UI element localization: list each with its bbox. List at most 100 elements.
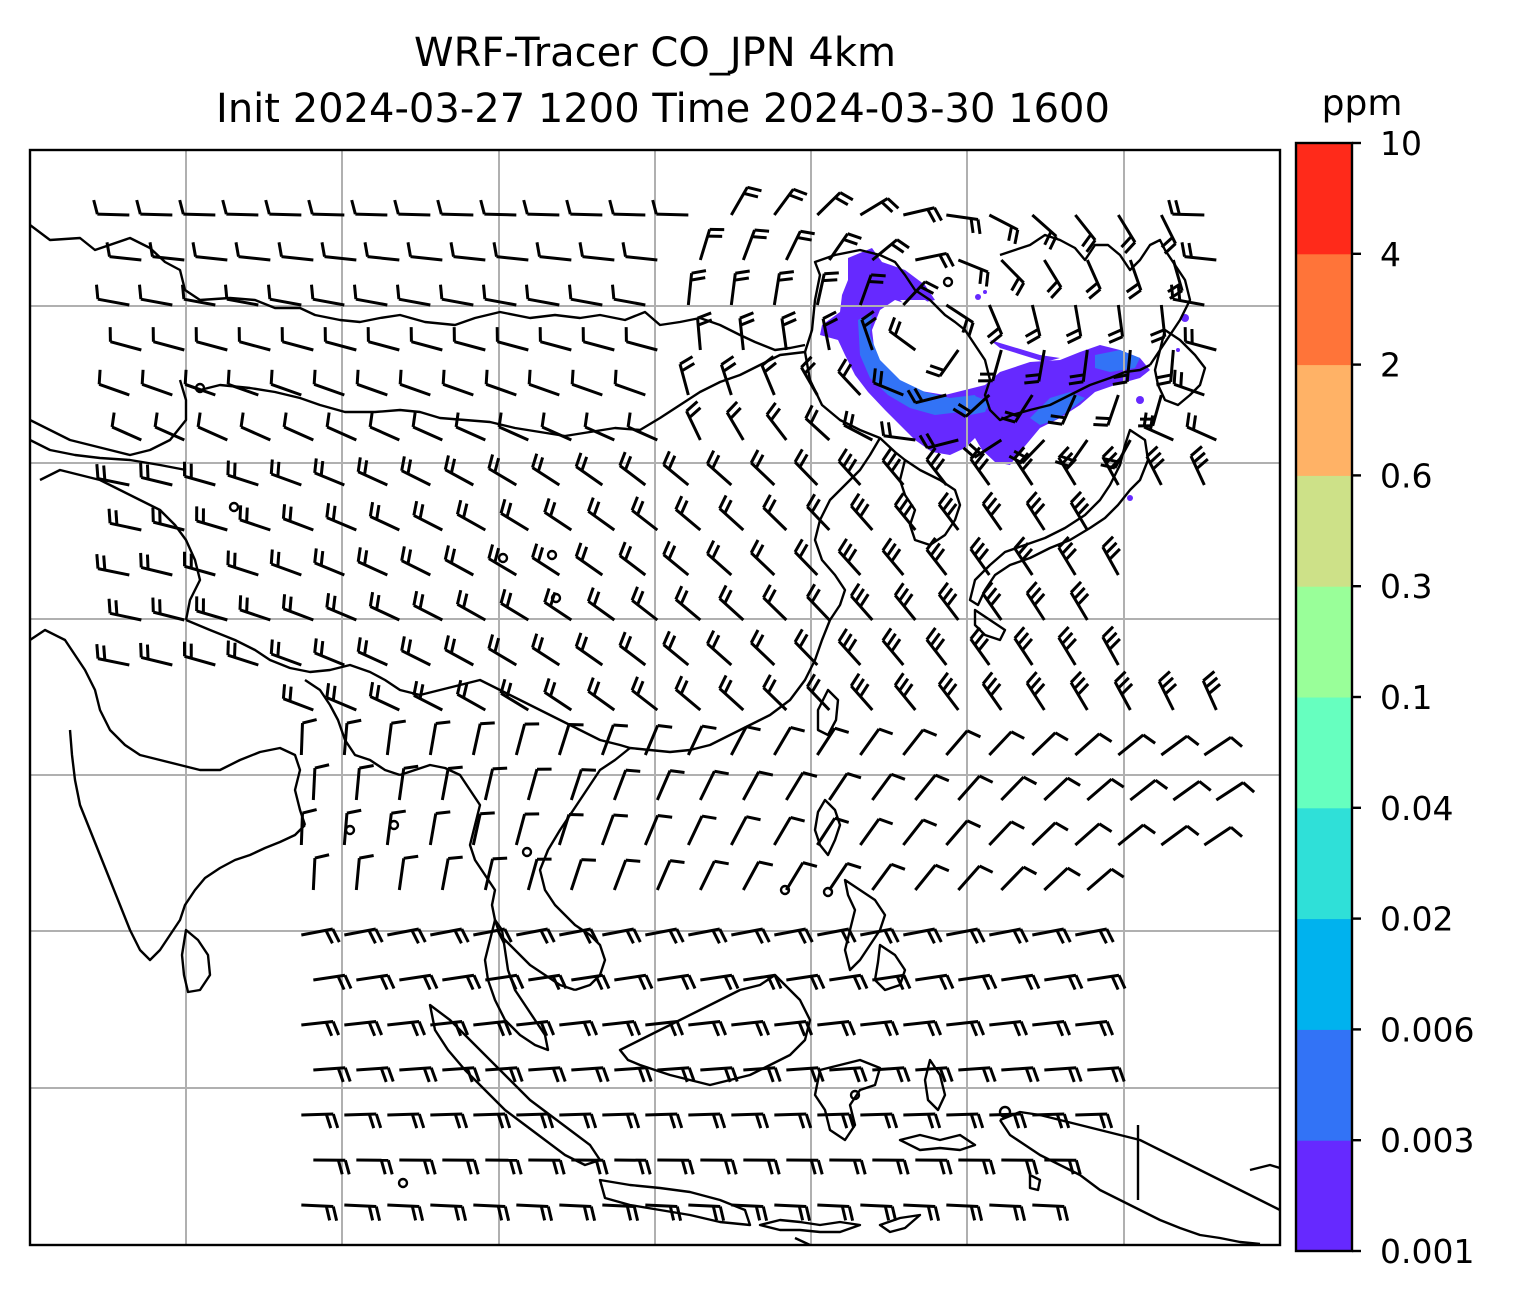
wind-barb	[630, 496, 659, 532]
wind-barb	[903, 927, 943, 945]
wind-barb	[1025, 671, 1046, 711]
wind-barb	[1069, 670, 1090, 711]
wind-barb	[858, 273, 886, 306]
wind-barb	[95, 464, 130, 487]
calm-wind-circle	[849, 1089, 861, 1101]
wind-barb	[325, 592, 357, 622]
wind-barb	[880, 421, 916, 442]
wind-barb	[325, 682, 357, 712]
wind-barb	[1025, 581, 1046, 621]
wind-barb	[860, 1203, 898, 1222]
colorbar-segment	[1296, 364, 1352, 476]
wind-barb	[945, 303, 975, 337]
wind-barb	[731, 927, 771, 945]
wind-barb	[1001, 973, 1041, 991]
wind-barb	[528, 1158, 566, 1175]
wind-barb	[1142, 412, 1174, 442]
wind-barb	[978, 349, 1003, 383]
wind-barb	[645, 1203, 683, 1222]
wind-barb	[485, 973, 525, 991]
title-line-2: Init 2024-03-27 1200 Time 2024-03-30 160…	[216, 86, 1110, 132]
colorbar-tick-label: 0.1	[1380, 678, 1432, 717]
wind-barb	[958, 1158, 996, 1175]
wind-barb	[441, 369, 474, 397]
wind-barbs	[92, 185, 1256, 1222]
wind-barb	[487, 544, 518, 577]
wind-barb	[1047, 394, 1077, 426]
wind-barb	[499, 498, 530, 532]
wind-barb	[1032, 1203, 1070, 1222]
wind-barb	[872, 973, 912, 991]
wind-barb	[860, 927, 900, 945]
wind-barb	[412, 590, 444, 622]
calm-wind-circle	[822, 886, 834, 898]
wind-barb	[859, 727, 894, 756]
wind-barb	[442, 1158, 480, 1175]
wind-barb	[1086, 867, 1125, 892]
wind-barb	[269, 639, 302, 667]
wind-barb	[662, 450, 690, 487]
wind-barb	[743, 1158, 781, 1175]
wind-barb	[531, 453, 561, 487]
wind-barb	[981, 671, 1003, 711]
wind-barb	[731, 1112, 770, 1129]
wind-barb	[837, 628, 862, 667]
calm-wind-circle	[497, 552, 509, 564]
wind-barb	[531, 543, 561, 577]
wind-barb	[688, 1203, 726, 1222]
wind-barb	[356, 637, 388, 667]
wind-barb	[1043, 776, 1081, 802]
wind-barb	[473, 1112, 512, 1129]
wind-barb	[784, 229, 815, 261]
wind-barb	[893, 582, 917, 621]
wind-barb	[356, 547, 388, 577]
wind-barb	[95, 644, 130, 667]
wind-barb	[816, 726, 850, 756]
wind-barb	[816, 816, 850, 846]
wind-barb	[299, 808, 317, 846]
wind-barb	[195, 506, 228, 532]
wind-barb	[313, 548, 345, 577]
wind-barb	[700, 1158, 738, 1175]
wind-barb	[1203, 735, 1244, 757]
wind-barb	[387, 1203, 425, 1222]
wind-barb	[183, 369, 216, 397]
wind-barb	[397, 854, 419, 891]
wind-barb	[657, 1066, 696, 1083]
wind-barb	[957, 774, 994, 801]
wind-barb	[925, 447, 948, 486]
wind-barb	[443, 635, 475, 667]
wind-barb	[281, 594, 314, 622]
wind-barb	[1044, 1158, 1082, 1175]
wind-barb	[743, 973, 783, 991]
wind-barb	[342, 718, 362, 756]
wind-barb	[793, 538, 819, 577]
wind-barb	[565, 199, 603, 217]
wind-barb	[849, 582, 874, 621]
wind-barb	[800, 355, 819, 396]
wind-barb	[1085, 259, 1102, 300]
wind-barb	[473, 1020, 513, 1037]
wind-barb	[662, 630, 690, 667]
wind-barb	[849, 672, 874, 711]
wind-barb	[1013, 626, 1034, 666]
wind-barb	[937, 581, 960, 621]
wind-barb	[718, 584, 745, 622]
wind-barb	[1075, 927, 1115, 945]
wind-barb	[574, 542, 604, 577]
wind-barb	[793, 448, 819, 487]
wind-barb	[686, 724, 717, 756]
calm-wind-circle	[397, 1177, 409, 1189]
wind-barb	[957, 864, 994, 891]
wind-barb	[902, 818, 938, 846]
colorbar-segment	[1296, 143, 1352, 255]
wind-barb	[817, 1020, 857, 1037]
wind-barb	[706, 539, 733, 577]
wind-barb	[902, 728, 938, 756]
wind-barb	[1172, 780, 1212, 802]
wind-barb	[1024, 349, 1046, 385]
wind-barb	[888, 316, 917, 352]
wind-barb	[981, 491, 1003, 531]
wind-barb	[645, 1112, 684, 1129]
wind-barb	[643, 723, 673, 756]
